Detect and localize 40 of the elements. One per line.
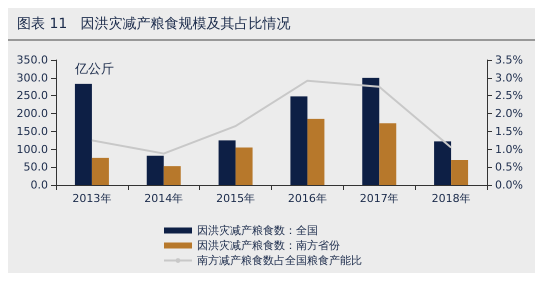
bar [307, 118, 324, 185]
y-tick-label: 0.0 [30, 178, 48, 192]
bar [379, 123, 396, 185]
bar [164, 166, 181, 185]
y2-tick-label: 3.0% [495, 71, 523, 84]
y2-tick-label: 2.0% [495, 107, 523, 120]
x-tick-label: 2016年 [288, 192, 327, 205]
y-tick-label: 200.0 [16, 107, 48, 120]
bar [218, 140, 236, 185]
y-tick-label: 150.0 [16, 124, 48, 138]
bar [362, 78, 380, 185]
bar [146, 156, 164, 185]
x-tick-label: 2013年 [72, 192, 112, 205]
bar [236, 148, 253, 185]
y-tick-label: 50.0 [24, 160, 48, 174]
x-tick-label: 2015年 [216, 192, 256, 205]
legend-label: 南方减产粮食数占全国粮食产能比 [197, 254, 362, 267]
y2-tick-label: 1.5% [495, 124, 523, 138]
x-tick-label: 2014年 [144, 192, 184, 205]
bar [434, 141, 452, 185]
y-tick-label: 250.0 [16, 89, 48, 102]
chart-title: 图表 11 因洪灾减产粮食规模及其占比情况 [17, 16, 291, 32]
y2-tick-label: 1.0% [495, 142, 523, 156]
y-axis-title: 亿公斤 [74, 62, 114, 77]
y2-tick-label: 3.5% [495, 54, 523, 66]
y-tick-label: 100.0 [16, 142, 48, 156]
bar [92, 158, 109, 185]
line-series [90, 80, 452, 155]
y2-tick-label: 0.0% [495, 178, 523, 192]
legend-label: 因洪灾减产粮食数：南方省份 [197, 239, 340, 252]
bar [290, 96, 308, 185]
x-tick-label: 2017年 [360, 192, 399, 205]
x-tick-label: 2018年 [432, 192, 471, 205]
y-tick-label: 300.0 [16, 71, 48, 84]
y2-tick-label: 0.5% [495, 160, 523, 174]
legend-label: 因洪灾减产粮食数：全国 [197, 224, 318, 237]
bar [74, 84, 92, 185]
y2-tick-label: 2.5% [495, 89, 523, 102]
y-tick-label: 350.0 [16, 54, 48, 66]
bar [451, 160, 468, 185]
